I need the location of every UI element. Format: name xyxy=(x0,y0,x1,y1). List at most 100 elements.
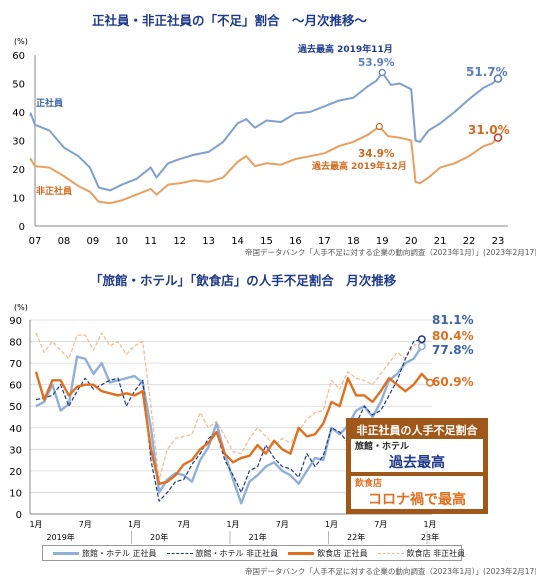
chart2-legend: 旅館・ホテル 正社員 旅館・ホテル 非正社員 飲食店 正社員 飲食店 非正社員 xyxy=(42,545,465,561)
legend-label: 旅館・ホテル 非正社員 xyxy=(195,548,279,558)
x-tick-label: 21 xyxy=(434,236,447,247)
y-tick-label: 0 xyxy=(16,510,22,521)
x-year-label: 21年 xyxy=(249,532,267,542)
legend-label: 旅館・ホテル 正社員 xyxy=(82,548,157,558)
x-tick-label: 09 xyxy=(87,236,100,247)
x-year-label: 2019年 xyxy=(46,532,74,542)
infobox-food-value: コロナ禍で最高 xyxy=(368,492,466,508)
x-tick-label: 1月 xyxy=(226,520,239,529)
y-tick-label: 70 xyxy=(9,359,22,370)
x-tick-label: 16 xyxy=(289,236,302,247)
x-tick-label: 1月 xyxy=(29,520,42,529)
y-tick-label: 90 xyxy=(9,316,22,327)
series-label: 正社員 xyxy=(36,97,63,109)
x-tick-label: 07 xyxy=(29,236,42,247)
endpoint-marker xyxy=(426,378,434,387)
x-tick-label: 18 xyxy=(347,236,360,247)
y-tick-label: 40 xyxy=(9,424,22,435)
x-tick-label: 7月 xyxy=(79,520,92,529)
record-infobox: 非正社員の人手不足割合 旅館・ホテル 過去最高 飲食店 コロナ禍で最高 xyxy=(346,418,488,514)
y-tick-label: 10 xyxy=(9,488,22,499)
legend-swatch xyxy=(166,552,193,554)
endpoint-marker xyxy=(417,342,426,351)
chart2-title: 「旅館・ホテル」「飲食店」の人手不足割合 月次推移 xyxy=(90,273,397,288)
x-tick-label: 14 xyxy=(231,236,244,247)
legend-item: 旅館・ホテル 正社員 xyxy=(53,548,157,559)
legend-label: 飲食店 非正社員 xyxy=(406,548,466,558)
x-tick-label: 7月 xyxy=(177,520,190,529)
y-tick-label: 30 xyxy=(9,445,22,456)
series-line-2 xyxy=(34,371,431,486)
series-line-0 xyxy=(29,71,499,192)
series-line-3 xyxy=(35,332,423,481)
infobox-header: 非正社員の人手不足割合 xyxy=(356,424,478,437)
series-line-1 xyxy=(29,125,499,205)
x-tick-label: 1月 xyxy=(423,520,436,529)
peak-marker xyxy=(375,122,383,131)
infobox-food-label: 飲食店 xyxy=(355,479,383,489)
chart2-source: 帝国データバンク「人手不足に対する企業の動向調査（2023年1月）」(2023年… xyxy=(245,567,536,576)
infobox-hotel-value: 過去最高 xyxy=(389,455,445,471)
y-tick-label: 10 xyxy=(12,194,25,205)
x-year-label: 20年 xyxy=(150,532,168,542)
x-tick-label: 10 xyxy=(115,236,128,247)
annotation-text: 81.1% xyxy=(432,313,474,327)
annotation-text: 34.9% xyxy=(358,148,395,160)
endpoint-marker xyxy=(493,133,503,142)
y-tick-label: 50 xyxy=(12,80,25,91)
x-tick-label: 19 xyxy=(376,236,389,247)
x-tick-label: 1月 xyxy=(325,520,338,529)
annotation-text: 51.7% xyxy=(466,65,508,79)
endpoint-marker xyxy=(417,335,426,344)
legend-label: 飲食店 正社員 xyxy=(317,548,368,558)
x-tick-label: 1月 xyxy=(128,520,141,529)
peak-marker xyxy=(378,68,386,76)
infobox-hotel-panel: 旅館・ホテル 過去最高 xyxy=(351,439,483,472)
x-tick-label: 20 xyxy=(405,236,418,247)
series-line-0 xyxy=(35,345,423,505)
y-tick-label: 50 xyxy=(9,402,22,413)
x-tick-label: 22 xyxy=(463,236,476,247)
x-tick-label: 7月 xyxy=(374,520,387,529)
series-label: 非正社員 xyxy=(36,185,72,197)
annotation-text: 31.0% xyxy=(468,123,510,137)
x-tick-label: 11 xyxy=(144,236,157,247)
legend-swatch xyxy=(53,551,79,555)
chart1-source: 帝国データバンク「人手不足に対する企業の動向調査（2023年1月）」(2023年… xyxy=(245,248,536,257)
y-tick-label: 60 xyxy=(12,51,25,62)
infobox-hotel-label: 旅館・ホテル xyxy=(355,442,410,452)
x-tick-label: 7月 xyxy=(276,520,289,529)
y-tick-label: 30 xyxy=(12,137,25,148)
annotation-text: 過去最高 2019年12月 xyxy=(311,160,407,172)
annotation-text: 53.9% xyxy=(358,57,395,69)
y-tick-label: 60 xyxy=(9,381,22,392)
y-tick-label: 40 xyxy=(12,108,25,119)
legend-swatch xyxy=(377,552,404,554)
chart1-svg: (%) 0 10 20 30 40 50 60 07 08 09 10 11 12 13 14 15 16 17 18… xyxy=(12,37,510,247)
x-tick-label: 17 xyxy=(318,236,331,247)
legend-item: 飲食店 正社員 xyxy=(288,548,368,559)
y-unit-label: (%) xyxy=(14,37,28,46)
legend-item: 旅館・ホテル 非正社員 xyxy=(166,548,279,559)
x-tick-label: 13 xyxy=(202,236,215,247)
y-tick-label: 0 xyxy=(19,222,25,233)
y-tick-label: 20 xyxy=(9,467,22,478)
annotation-text: 60.9% xyxy=(432,375,474,389)
infobox-food-panel: 飲食店 コロナ禍で最高 xyxy=(351,476,483,509)
x-tick-label: 08 xyxy=(58,236,71,247)
x-year-label: 23年 xyxy=(421,532,439,542)
annotation-text: 80.4% xyxy=(432,329,474,343)
endpoint-marker xyxy=(493,74,503,83)
legend-swatch xyxy=(288,551,315,555)
legend-item: 飲食店 非正社員 xyxy=(377,548,466,559)
annotation-text: 77.8% xyxy=(432,343,474,357)
annotation-text: 過去最高 2019年11月 xyxy=(297,43,393,55)
y-tick-label: 20 xyxy=(12,165,25,176)
x-tick-label: 23 xyxy=(492,236,505,247)
x-tick-label: 12 xyxy=(173,236,186,247)
chart1-title: 正社員・非正社員の「不足」割合 ～月次推移～ xyxy=(92,13,368,28)
y-unit-label: (%) xyxy=(14,303,28,312)
x-tick-label: 15 xyxy=(260,236,273,247)
x-year-label: 22年 xyxy=(347,532,365,542)
y-tick-label: 80 xyxy=(9,338,22,349)
